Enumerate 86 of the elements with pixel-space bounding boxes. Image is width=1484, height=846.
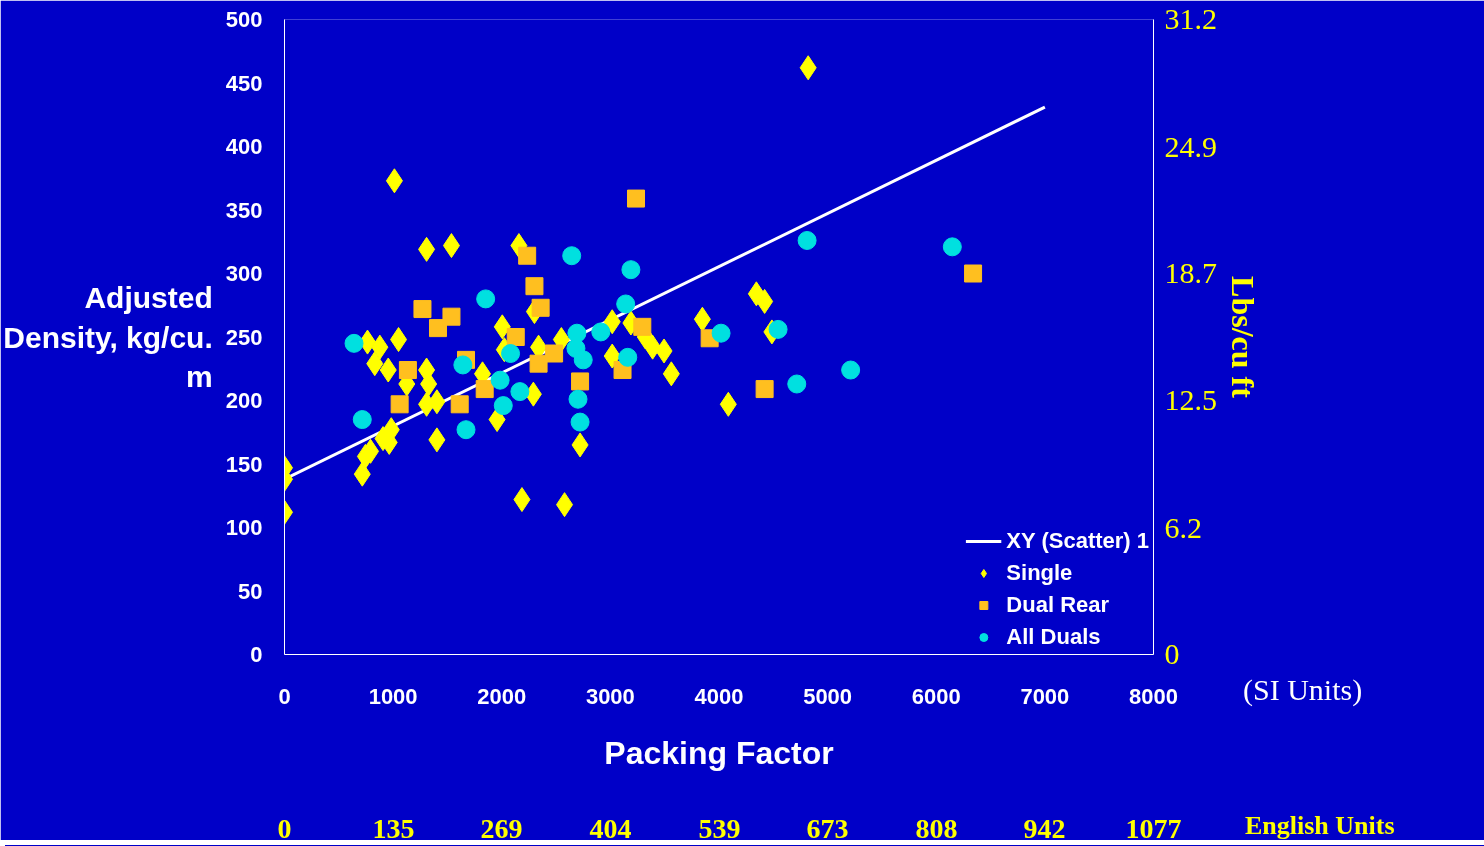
y-tick-label: 300 [225, 261, 263, 286]
point [413, 300, 432, 319]
legend-label: Single [1006, 560, 1073, 586]
x2-axis-title: English Units [1245, 810, 1395, 842]
point [493, 396, 513, 416]
y-tick-label: 100 [225, 515, 263, 540]
legend-label: All Duals [1006, 624, 1101, 650]
y2-tick-label: 31.2 [1164, 2, 1217, 35]
point [450, 395, 469, 414]
x-tick-label: 6000 [911, 683, 961, 709]
y2-tick-label: 18.7 [1164, 256, 1217, 290]
point [591, 322, 611, 342]
legend-label: XY (Scatter) 1 [1006, 528, 1149, 554]
point [428, 319, 447, 338]
x2-tick-label: 269 [480, 812, 523, 844]
point [510, 382, 530, 402]
x2-tick-label: 1077 [1125, 812, 1182, 844]
x2-tick-label: 404 [589, 812, 632, 844]
point [787, 374, 807, 394]
y-tick-label: 50 [238, 578, 263, 604]
x-tick-label: 7000 [1020, 683, 1070, 709]
x2-tick-label: 135 [372, 812, 415, 844]
point [501, 344, 521, 363]
point [618, 347, 638, 367]
x-tick-label: 0 [278, 683, 291, 709]
point [627, 189, 646, 208]
point [475, 380, 494, 399]
y-tick-label: 0 [250, 642, 263, 667]
point [568, 389, 588, 409]
point [490, 370, 510, 390]
y-tick-label: 250 [225, 324, 263, 350]
point [352, 410, 372, 430]
x2-tick-label: 539 [698, 812, 741, 844]
point [573, 350, 593, 370]
y2-tick-label: 12.5 [1164, 382, 1217, 416]
y-tick-label: 400 [225, 134, 263, 159]
point [711, 323, 731, 343]
point [621, 260, 641, 280]
x-tick-label: 4000 [694, 683, 744, 709]
point [525, 277, 544, 296]
point [398, 361, 417, 380]
x2-tick-label: 673 [806, 812, 849, 844]
x-tick-label: 2000 [477, 683, 527, 709]
point [841, 360, 861, 380]
point [545, 344, 564, 363]
point [453, 355, 473, 375]
y-tick-label: 200 [225, 388, 263, 413]
point [755, 380, 774, 399]
point [942, 237, 962, 257]
point [476, 289, 496, 309]
point [562, 246, 582, 266]
point [797, 231, 817, 250]
y-tick-label: 450 [225, 70, 263, 96]
x-tick-label: 5000 [803, 683, 853, 709]
point [529, 354, 548, 373]
text: (SI Units) [1243, 672, 1363, 708]
x-axis-title: Packing Factor [604, 734, 834, 771]
point [567, 323, 587, 343]
y-axis-title: Adjusted Density, kg/cu. m [3, 280, 213, 394]
legend-label: Dual Rear [1006, 592, 1110, 618]
x-tick-label: 1000 [368, 683, 418, 709]
y-tick-label: 150 [225, 451, 263, 477]
point [456, 420, 476, 440]
x2-tick-label: 942 [1023, 812, 1066, 844]
y-tick-label: 500 [225, 7, 263, 32]
x2-tick-label: 0 [277, 812, 292, 844]
y2-axis-title: Lbs/cu ft [1225, 276, 1261, 399]
point [633, 317, 652, 336]
point [518, 246, 537, 265]
point [964, 264, 983, 283]
y-tick-label: 350 [225, 197, 263, 223]
x2-tick-label: 808 [915, 812, 958, 844]
x-tick-label: 8000 [1129, 683, 1178, 709]
point [506, 328, 525, 346]
point [531, 298, 550, 317]
point [571, 372, 590, 391]
point [616, 294, 636, 314]
point [442, 307, 461, 326]
y2-tick-label: 0 [1164, 637, 1180, 670]
point [570, 412, 590, 432]
x-tick-label: 3000 [585, 683, 635, 709]
point [344, 333, 364, 353]
y2-tick-label: 24.9 [1164, 130, 1217, 164]
point [768, 319, 788, 339]
y2-tick-label: 6.2 [1164, 510, 1202, 544]
point [390, 395, 409, 414]
